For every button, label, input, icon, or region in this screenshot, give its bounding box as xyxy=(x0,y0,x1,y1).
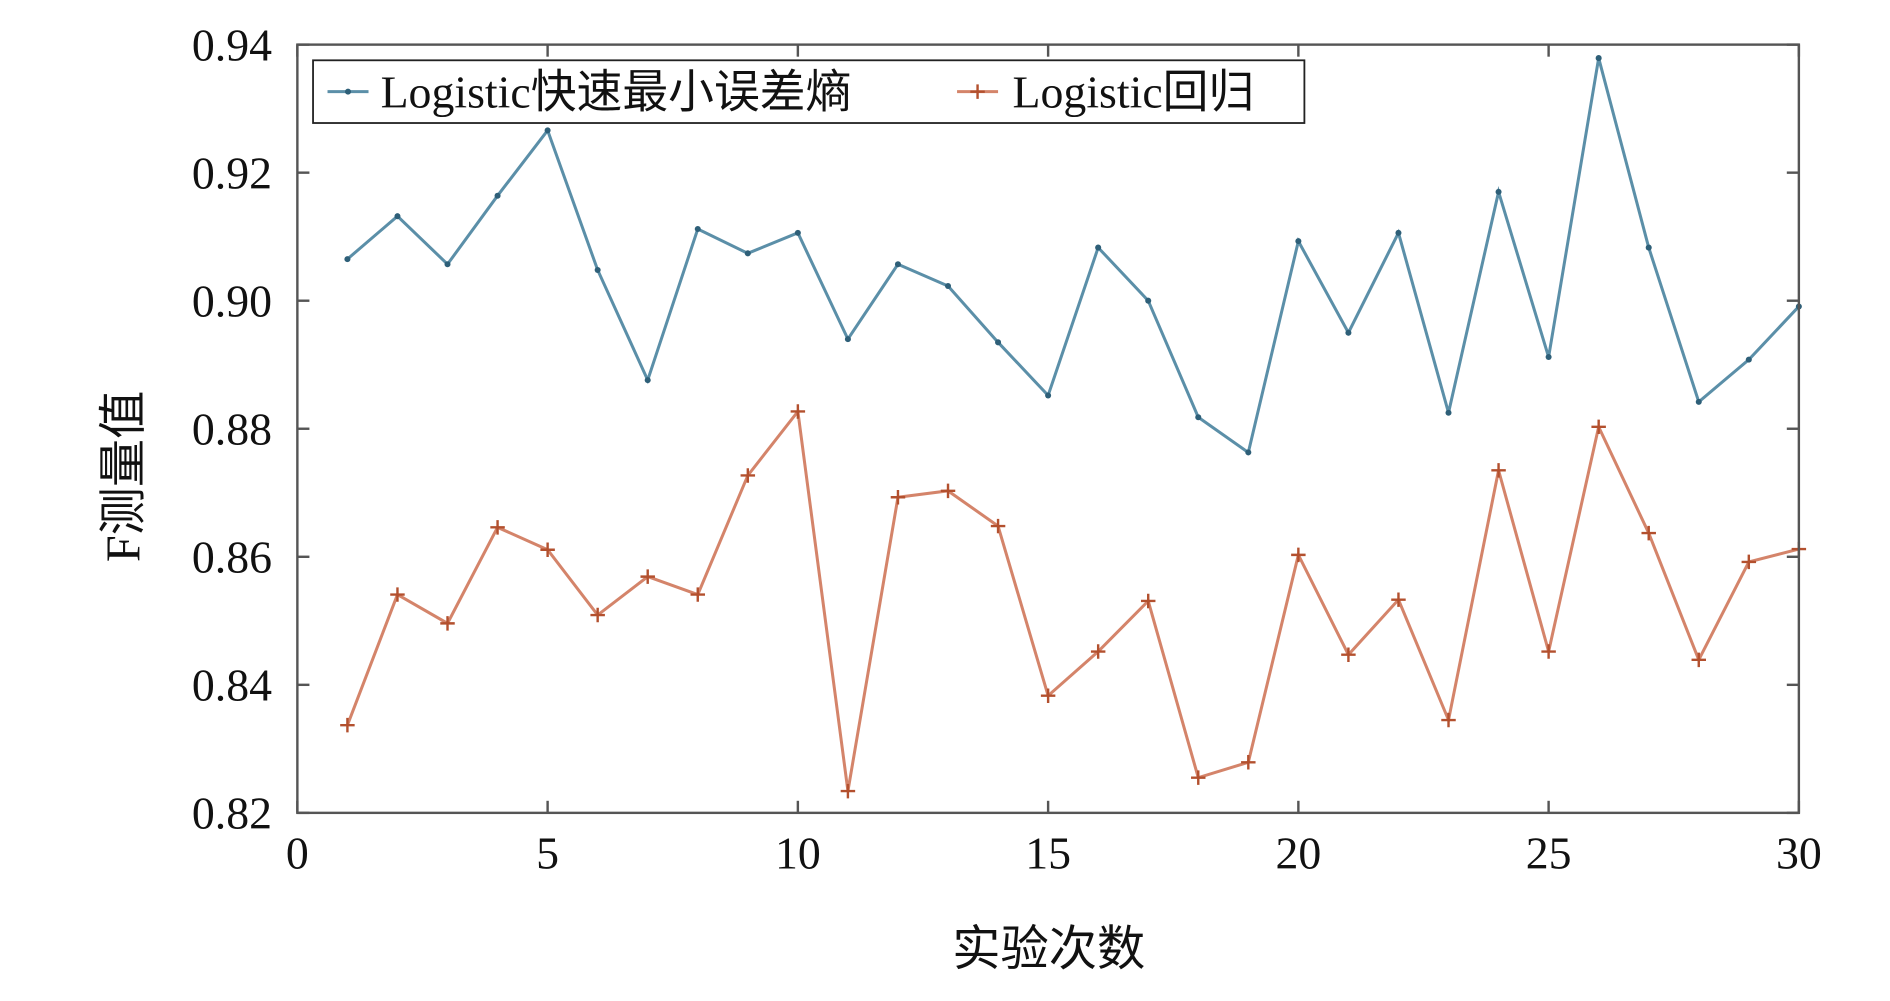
data-point xyxy=(1045,392,1052,399)
data-point xyxy=(1391,592,1406,607)
series-line-1 xyxy=(346,407,1800,792)
y-tick-label: 0.84 xyxy=(192,659,272,710)
data-point xyxy=(1445,409,1452,416)
data-point xyxy=(440,616,455,631)
data-point xyxy=(490,520,505,535)
data-point xyxy=(1040,688,1056,703)
x-tick-label: 20 xyxy=(1275,827,1321,878)
data-point xyxy=(740,468,756,483)
series-line-0 xyxy=(346,57,1800,455)
data-point xyxy=(1145,297,1152,304)
data-point xyxy=(394,213,401,220)
data-point xyxy=(1291,547,1306,563)
legend-marker-0 xyxy=(345,88,352,95)
data-point xyxy=(1195,414,1202,421)
data-point xyxy=(1295,238,1302,245)
data-point xyxy=(1341,647,1356,662)
data-point xyxy=(540,542,555,557)
data-point xyxy=(494,192,501,199)
data-point xyxy=(444,261,451,268)
data-point xyxy=(890,490,906,505)
data-point xyxy=(640,569,655,584)
y-tick-label: 0.90 xyxy=(192,275,272,326)
y-axis-label: F测量值 xyxy=(97,391,150,563)
data-point xyxy=(1545,354,1552,361)
data-point xyxy=(1090,644,1106,659)
data-point xyxy=(840,783,856,799)
data-point xyxy=(1541,644,1556,659)
data-point xyxy=(1691,652,1707,668)
data-point xyxy=(1191,770,1206,785)
x-tick-label: 15 xyxy=(1025,827,1071,878)
data-point xyxy=(1345,329,1352,336)
data-point xyxy=(1095,244,1102,251)
data-point xyxy=(1591,419,1606,435)
data-point xyxy=(945,282,952,289)
series-layer xyxy=(340,55,1807,799)
y-tick-label: 0.92 xyxy=(192,147,272,198)
data-point xyxy=(1441,712,1456,728)
data-point xyxy=(990,518,1006,534)
data-point xyxy=(1495,188,1502,195)
legend-label-0: Logistic快速最小误差熵 xyxy=(381,66,852,117)
data-point xyxy=(1645,244,1652,251)
legend-box xyxy=(312,59,1306,124)
data-point xyxy=(1241,755,1256,770)
data-point xyxy=(1491,463,1506,478)
data-point xyxy=(1641,525,1656,541)
legend-marker-1 xyxy=(970,84,985,99)
data-point xyxy=(694,225,701,233)
data-point xyxy=(940,483,956,499)
legend: Logistic快速最小误差熵 Logistic回归 xyxy=(312,59,1306,124)
legend-label-1: Logistic回归 xyxy=(1013,66,1255,117)
y-tick-label: 0.86 xyxy=(192,531,272,582)
x-tick-label: 30 xyxy=(1776,827,1822,878)
x-tick-label: 5 xyxy=(536,827,559,878)
data-point xyxy=(340,717,355,733)
data-point xyxy=(1741,554,1757,570)
data-point xyxy=(690,587,706,602)
x-tick-label: 25 xyxy=(1526,827,1572,878)
data-point xyxy=(1245,449,1252,456)
data-point xyxy=(1395,229,1402,236)
data-point xyxy=(1745,356,1752,363)
data-point xyxy=(390,587,405,602)
data-point xyxy=(844,336,851,343)
y-tick-label: 0.82 xyxy=(192,788,272,839)
y-tick-label: 0.94 xyxy=(192,19,272,70)
x-axis-label: 实验次数 xyxy=(952,923,1145,976)
data-point xyxy=(794,229,801,236)
data-point xyxy=(995,339,1002,346)
data-point xyxy=(744,250,751,257)
data-point xyxy=(344,256,351,263)
ticks-layer: 0 5 10 15 20 25 30 0.82 0.84 0.86 0.88 0.90 0.92 0.94 xyxy=(192,19,1822,878)
data-point xyxy=(1595,55,1602,62)
y-tick-label: 0.88 xyxy=(192,403,272,454)
x-tick-label: 0 xyxy=(286,827,309,878)
data-point xyxy=(590,607,605,623)
x-tick-label: 10 xyxy=(775,827,821,878)
data-point xyxy=(544,127,551,134)
data-point xyxy=(894,261,901,268)
data-point xyxy=(1140,593,1156,609)
data-point xyxy=(644,377,651,384)
data-point xyxy=(790,404,806,419)
data-point xyxy=(594,266,601,273)
data-point xyxy=(1695,398,1702,405)
